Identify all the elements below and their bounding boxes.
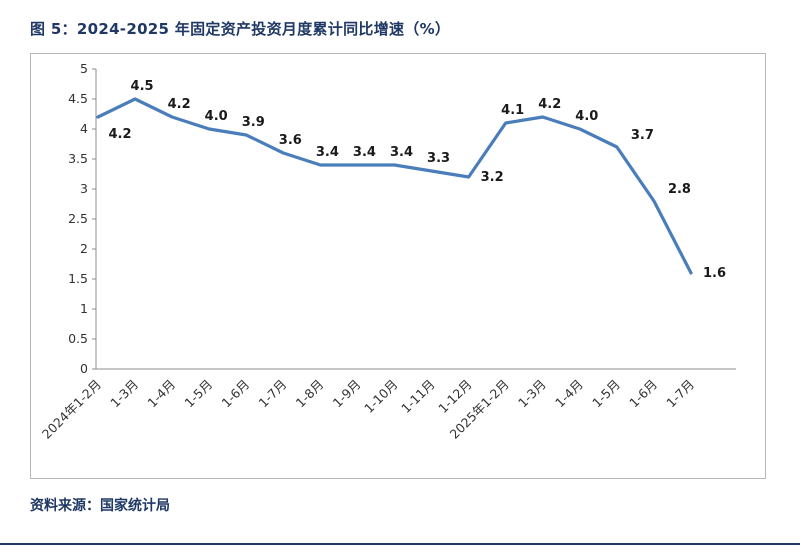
svg-text:2.8: 2.8 <box>668 182 691 197</box>
svg-text:2: 2 <box>80 241 88 256</box>
svg-text:1-6月: 1-6月 <box>626 377 660 411</box>
svg-text:3.9: 3.9 <box>242 115 265 130</box>
svg-text:1-9月: 1-9月 <box>330 377 364 411</box>
svg-text:1-11月: 1-11月 <box>398 377 438 417</box>
svg-text:3.4: 3.4 <box>353 145 376 160</box>
figure-title: 图 5：2024-2025 年固定资产投资月度累计同比增速（%） <box>30 20 451 38</box>
svg-text:1-4月: 1-4月 <box>144 377 178 411</box>
svg-text:1-6月: 1-6月 <box>218 377 252 411</box>
svg-text:4.1: 4.1 <box>501 103 524 118</box>
svg-text:3.6: 3.6 <box>279 133 302 148</box>
svg-text:4.5: 4.5 <box>131 79 154 94</box>
svg-text:1-5月: 1-5月 <box>181 377 215 411</box>
svg-text:0: 0 <box>80 361 88 376</box>
svg-text:1.6: 1.6 <box>703 266 726 281</box>
svg-text:1-8月: 1-8月 <box>293 377 327 411</box>
svg-text:4.0: 4.0 <box>205 109 228 124</box>
svg-text:3.7: 3.7 <box>631 128 654 143</box>
svg-text:1-3月: 1-3月 <box>107 377 141 411</box>
svg-text:0.5: 0.5 <box>68 331 88 346</box>
svg-text:1-7月: 1-7月 <box>256 377 290 411</box>
chart-container: 0 0.5 1 1.5 2 2.5 3 3.5 4 4.5 5 2024年1-2月 1-3月 1-4月 1-… <box>30 53 766 479</box>
svg-text:3.2: 3.2 <box>481 170 504 185</box>
svg-text:4.5: 4.5 <box>68 91 88 106</box>
svg-text:4.2: 4.2 <box>538 97 561 112</box>
svg-text:1-3月: 1-3月 <box>515 377 549 411</box>
svg-text:3.5: 3.5 <box>68 151 88 166</box>
svg-text:1: 1 <box>80 301 88 316</box>
svg-text:1-10月: 1-10月 <box>361 377 401 417</box>
source-note: 资料来源：国家统计局 <box>30 498 170 514</box>
svg-text:5: 5 <box>80 61 88 76</box>
svg-text:3: 3 <box>80 181 88 196</box>
svg-text:1.5: 1.5 <box>68 271 88 286</box>
svg-text:3.4: 3.4 <box>390 145 413 160</box>
svg-text:1-7月: 1-7月 <box>663 377 697 411</box>
svg-text:1-4月: 1-4月 <box>552 377 586 411</box>
svg-text:4.2: 4.2 <box>168 97 191 112</box>
bottom-divider <box>0 543 800 545</box>
svg-text:2.5: 2.5 <box>68 211 88 226</box>
svg-text:4: 4 <box>80 121 88 136</box>
svg-text:3.4: 3.4 <box>316 145 339 160</box>
svg-text:4.2: 4.2 <box>108 127 131 142</box>
svg-text:4.0: 4.0 <box>575 109 598 124</box>
svg-text:2024年1-2月: 2024年1-2月 <box>39 377 104 442</box>
svg-text:1-5月: 1-5月 <box>589 377 623 411</box>
svg-text:3.3: 3.3 <box>427 151 450 166</box>
